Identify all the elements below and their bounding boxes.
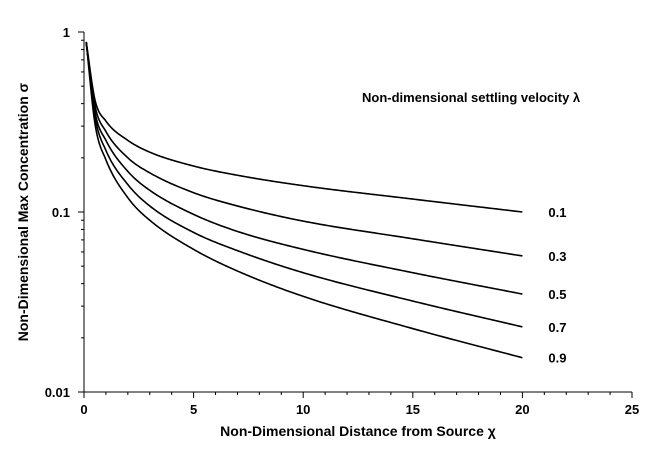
- series-label-0.5: 0.5: [548, 287, 566, 302]
- x-axis-title: Non-Dimensional Distance from Source χ: [220, 423, 496, 439]
- series-label-0.3: 0.3: [548, 249, 566, 264]
- y-ticks: 0.01 0.1 1: [45, 25, 84, 400]
- y-tick-label: 0.01: [45, 385, 70, 400]
- y-tick-label: 1: [63, 25, 70, 40]
- x-tick-label: 20: [515, 402, 529, 417]
- x-tick-label: 10: [296, 402, 310, 417]
- x-tick-label: 25: [625, 402, 639, 417]
- series-labels: 0.1 0.3 0.5 0.7 0.9: [548, 205, 566, 366]
- x-tick-label: 5: [190, 402, 197, 417]
- series-label-0.1: 0.1: [548, 205, 566, 220]
- series-line-0.7: [86, 42, 522, 327]
- series-label-0.9: 0.9: [548, 351, 566, 366]
- x-tick-label: 0: [80, 402, 87, 417]
- series-line-0.5: [86, 42, 522, 294]
- series-line-0.1: [86, 42, 522, 212]
- series-line-0.3: [86, 42, 522, 256]
- y-axis-title: Non-Dimensional Max Concentration σ: [15, 82, 31, 341]
- x-ticks: 0 5 10 15 20 25: [80, 392, 639, 417]
- y-tick-label: 0.1: [52, 205, 70, 220]
- x-tick-label: 15: [406, 402, 420, 417]
- series-label-0.7: 0.7: [548, 320, 566, 335]
- legend-title: Non-dimensional settling velocity λ: [362, 90, 581, 105]
